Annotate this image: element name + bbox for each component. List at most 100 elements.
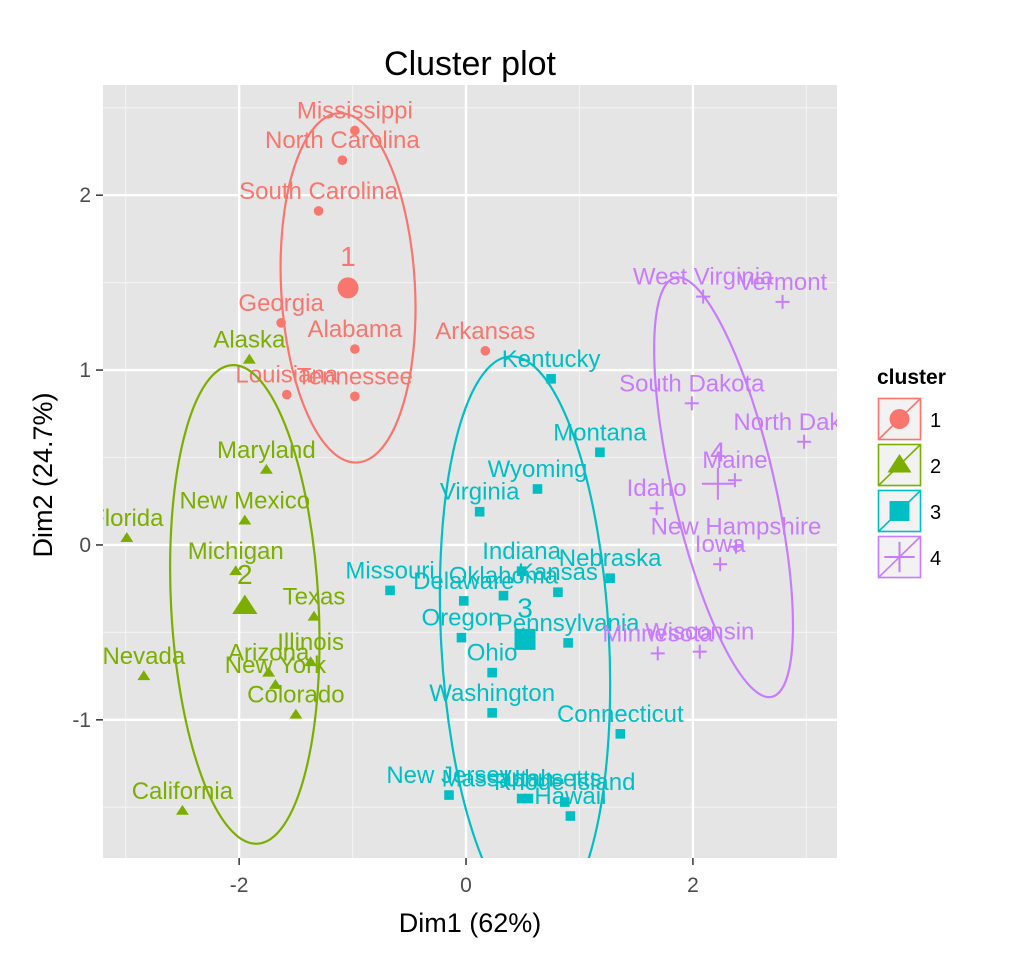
cluster-center	[701, 467, 734, 500]
cluster-center-label: 3	[517, 592, 533, 623]
legend-key-box	[877, 443, 922, 487]
data-point	[289, 708, 303, 719]
data-point	[350, 125, 360, 136]
y-tick-label: 1	[79, 359, 91, 382]
legend-title: cluster	[877, 366, 946, 389]
point-label: Michigan	[188, 538, 284, 565]
cluster-ellipse	[169, 364, 321, 845]
plot-panel	[103, 85, 837, 858]
data-point	[281, 389, 292, 400]
point-label: Montana	[553, 419, 647, 446]
data-point	[313, 206, 324, 216]
y-tick-label: -1	[72, 709, 91, 732]
point-label: Wyoming	[488, 456, 588, 483]
data-point	[242, 353, 256, 364]
data-point	[523, 793, 534, 804]
point-label: Illinois	[277, 629, 344, 656]
chart-title: Cluster plot	[384, 45, 557, 83]
point-label: Minnesota	[602, 620, 713, 647]
cluster-ellipse	[438, 355, 612, 858]
point-label: Tennessee	[297, 363, 413, 390]
x-axis-label: Dim1 (62%)	[399, 908, 542, 938]
data-point	[307, 610, 321, 621]
data-point	[444, 790, 454, 800]
point-label: Indiana	[482, 538, 561, 565]
point-label: Rhode Island	[494, 769, 635, 796]
point-label: Texas	[283, 584, 346, 611]
cluster-center	[514, 628, 536, 650]
data-point	[487, 708, 497, 718]
point-label: Nevada	[102, 643, 185, 670]
point-label: North Dakota	[733, 409, 875, 436]
point-label: Oklahoma	[449, 563, 559, 590]
point-label: Louisiana	[235, 362, 338, 389]
minor-gridlines	[103, 85, 837, 858]
point-label: Wisconsin	[645, 619, 754, 646]
data-point	[650, 646, 665, 661]
legend-key-box	[877, 489, 922, 533]
cluster-2: Alaska Maryland New Mexico Florida Michigan T…	[102, 327, 346, 845]
point-label: Kentucky	[502, 346, 601, 373]
point-label: Hawaii	[534, 783, 606, 810]
data-point	[458, 596, 469, 606]
legend-label: 3	[930, 502, 941, 524]
point-label: Maine	[702, 447, 767, 474]
point-label: Massachusetts	[442, 766, 602, 793]
y-tick-label: 2	[79, 184, 91, 207]
data-point	[595, 447, 605, 458]
data-point	[563, 638, 573, 648]
point-label: Alabama	[307, 316, 402, 343]
data-point	[137, 670, 151, 681]
data-point	[385, 585, 395, 596]
cluster-ellipse	[653, 276, 795, 699]
point-label: Missouri	[345, 557, 434, 584]
y-tick-label: 0	[79, 534, 91, 557]
data-point	[120, 532, 134, 542]
cluster-center-label: 4	[710, 437, 726, 468]
data-point	[649, 501, 664, 516]
point-label: South Dakota	[619, 370, 765, 397]
point-label: Maryland	[217, 437, 316, 464]
data-point	[713, 557, 728, 572]
legend-key-marker	[889, 501, 910, 521]
point-label: New York	[225, 652, 327, 679]
legend: cluster 1 2 3 4	[876, 366, 946, 580]
point-label: New Jersey	[386, 762, 511, 789]
data-point	[692, 644, 707, 659]
legend-key-marker	[887, 453, 912, 473]
y-axis-label: Dim2 (24.7%)	[28, 392, 58, 557]
data-point	[565, 811, 576, 821]
data-point	[350, 344, 360, 354]
point-label: Delaware	[413, 568, 514, 595]
point-label: California	[132, 778, 234, 805]
plot-layer: Mississippi North Carolina South Carolina G…	[102, 97, 875, 858]
data-point	[684, 396, 699, 411]
data-point	[516, 793, 527, 804]
data-point	[229, 565, 243, 576]
point-label: Nebraska	[559, 545, 662, 572]
data-point	[487, 667, 497, 678]
point-label: Georgia	[238, 290, 324, 317]
legend-key-box	[877, 397, 922, 441]
data-point	[546, 374, 556, 384]
data-point	[456, 632, 467, 643]
cluster-center	[232, 594, 258, 615]
data-point	[480, 346, 491, 356]
data-point	[498, 590, 509, 601]
point-label: Connecticut	[557, 701, 684, 728]
legend-item: 3	[876, 488, 941, 534]
data-point	[268, 678, 282, 689]
data-point	[775, 294, 790, 309]
point-label: South Carolina	[239, 178, 398, 205]
x-tick-label: 0	[460, 874, 472, 897]
point-label: Vermont	[738, 269, 828, 296]
legend-label: 2	[930, 456, 941, 478]
point-label: Idaho	[627, 475, 687, 502]
data-point	[304, 656, 318, 667]
legend-label: 4	[930, 548, 941, 570]
legend-key-marker	[884, 541, 915, 573]
cluster-center-label: 1	[340, 241, 356, 272]
